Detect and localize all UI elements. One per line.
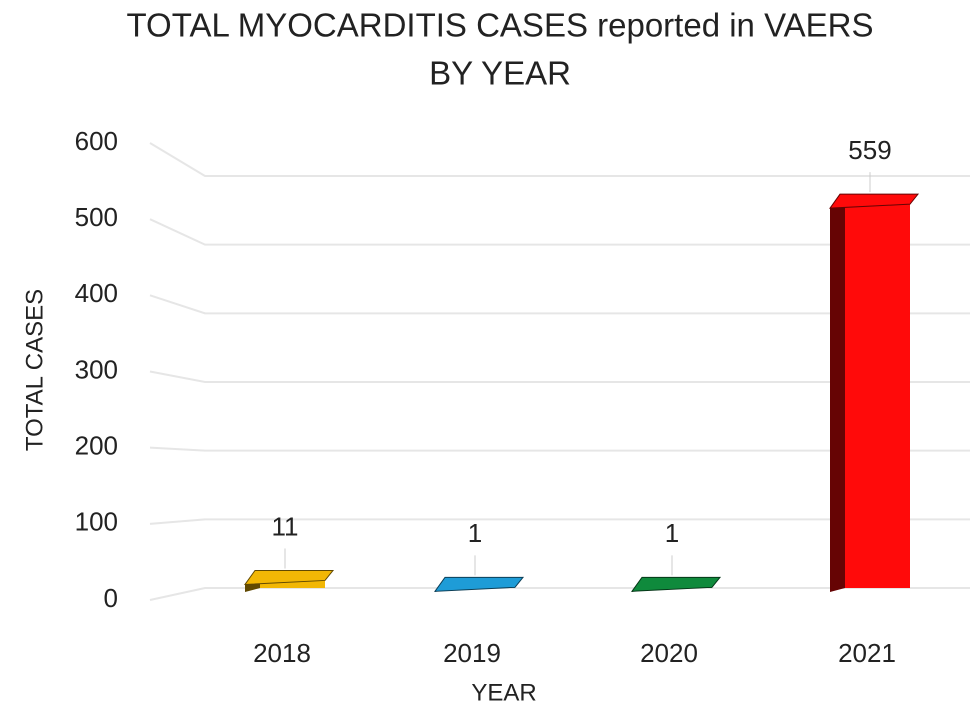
y-tick-label: 200 — [75, 431, 118, 461]
value-label: 559 — [848, 135, 891, 165]
y-tick-label: 400 — [75, 278, 118, 308]
grid-line — [149, 218, 970, 246]
grid-line — [149, 446, 970, 452]
bar-face — [260, 580, 325, 588]
y-axis-title: TOTAL CASES — [21, 289, 48, 451]
chart-title: TOTAL MYOCARDITIS CASES reported in VAER… — [127, 7, 874, 44]
grid-line — [149, 587, 970, 601]
bar — [243, 569, 335, 592]
x-tick-label: 2021 — [838, 638, 896, 668]
grid-line — [149, 142, 970, 177]
value-label: 11 — [272, 511, 299, 541]
bar-face — [243, 569, 335, 585]
bar-face — [630, 576, 722, 592]
bar — [828, 193, 920, 593]
y-tick-label: 300 — [75, 354, 118, 384]
y-tick-label: 0 — [104, 583, 118, 613]
y-tick-label: 500 — [75, 202, 118, 232]
y-tick-label: 600 — [75, 126, 118, 156]
x-tick-label: 2018 — [253, 638, 311, 668]
bar — [433, 576, 525, 592]
grid-line — [149, 518, 970, 525]
x-axis-title: YEAR — [471, 679, 536, 706]
bar-face — [828, 193, 920, 209]
bar-face — [830, 204, 845, 593]
grid-line — [149, 294, 970, 315]
bar — [630, 576, 722, 592]
chart-title: BY YEAR — [429, 55, 571, 92]
grid-line — [149, 370, 970, 383]
x-tick-label: 2020 — [640, 638, 698, 668]
value-label: 1 — [468, 518, 482, 548]
bar-face — [845, 204, 910, 589]
x-tick-label: 2019 — [443, 638, 501, 668]
y-tick-label: 100 — [75, 507, 118, 537]
bar-face — [433, 576, 525, 592]
value-label: 1 — [665, 518, 679, 548]
